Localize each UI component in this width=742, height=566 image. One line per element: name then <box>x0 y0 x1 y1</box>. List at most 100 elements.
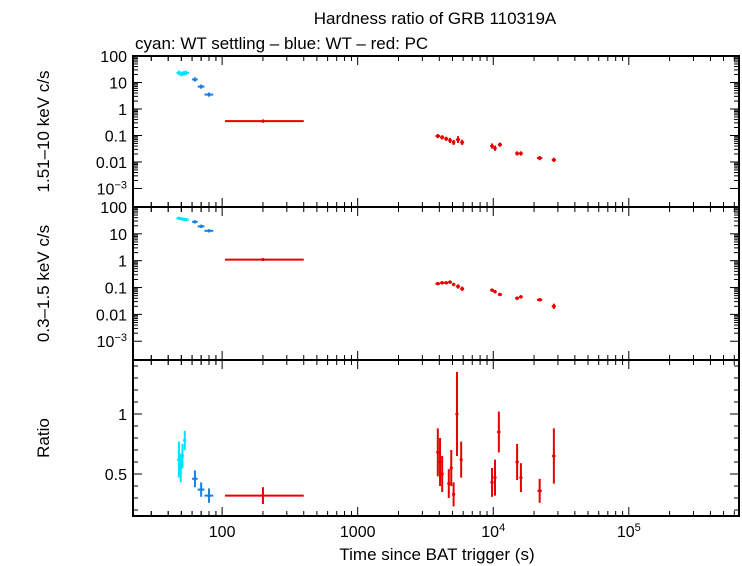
marker <box>538 489 542 493</box>
data-point-red <box>448 280 452 284</box>
marker <box>207 494 211 498</box>
marker <box>456 137 460 142</box>
data-point-red <box>493 145 497 151</box>
marker <box>552 304 556 308</box>
marker <box>207 92 211 97</box>
marker <box>490 144 494 148</box>
data-point-blue <box>192 220 198 224</box>
data-point-red <box>490 288 494 292</box>
marker <box>440 135 444 139</box>
y-tick-label: 0.5 <box>105 467 127 484</box>
data-point-red <box>536 298 543 302</box>
marker <box>199 224 203 228</box>
data-point-blue <box>204 229 214 233</box>
panel-ratio: 1 0.5 Ratio 100 1000 104 105 <box>34 359 740 541</box>
plot-frame <box>132 359 740 517</box>
data-point-red <box>536 156 543 161</box>
marker <box>177 458 181 462</box>
marker <box>440 472 444 476</box>
y-tick-label: 100 <box>100 200 127 217</box>
marker <box>498 292 502 297</box>
y-tick-label: 10 <box>109 227 127 244</box>
y-tick-label-exponent: −3 <box>114 332 127 344</box>
y-axis-label: 0.3–1.5 keV c/s <box>34 225 53 342</box>
marker <box>448 138 452 143</box>
marker <box>455 412 459 416</box>
data-point-red <box>515 151 520 156</box>
marker <box>490 288 494 292</box>
marker <box>519 151 523 156</box>
data-point-red <box>225 487 304 504</box>
data-point-red <box>438 438 442 486</box>
marker <box>199 488 203 492</box>
marker <box>261 257 265 262</box>
data-point-red <box>451 139 456 145</box>
marker <box>444 281 448 285</box>
marker <box>456 284 460 289</box>
marker <box>448 280 452 284</box>
marker <box>519 476 523 480</box>
data-point-blue <box>204 92 214 97</box>
marker <box>452 282 456 287</box>
data-point-red <box>515 444 519 480</box>
chart-title: Hardness ratio of GRB 110319A <box>314 9 557 28</box>
y-tick-label: 0.1 <box>105 128 127 145</box>
marker <box>519 295 523 299</box>
data-point-red <box>493 290 497 294</box>
data-point-blue <box>192 77 198 82</box>
data-point-red <box>452 482 456 507</box>
marker <box>497 430 501 434</box>
data-point-red <box>455 372 459 456</box>
marker <box>538 298 542 302</box>
data-point-blue <box>197 224 205 228</box>
y-tick-label: 10−3 <box>97 179 127 198</box>
marker <box>493 290 497 294</box>
marker <box>460 140 464 144</box>
chart-subtitle: cyan: WT settling – blue: WT – red: PC <box>135 34 428 53</box>
marker <box>498 143 502 147</box>
panel-hard: 100 10 1 0.1 0.01 10−3 1.51–10 keV c/s <box>34 49 740 208</box>
data-point-red <box>435 133 441 139</box>
data-point-blue <box>192 470 198 488</box>
marker <box>436 450 440 454</box>
data-point-blue <box>197 84 205 89</box>
marker <box>199 85 203 89</box>
data-point-red <box>444 136 449 141</box>
marker <box>440 281 444 285</box>
data-point-red <box>497 411 501 453</box>
marker <box>552 454 556 458</box>
y-tick-label: 100 <box>100 49 127 66</box>
data-point-red <box>225 119 304 123</box>
data-point-red <box>460 286 465 291</box>
y-tick-label: 1 <box>118 102 127 119</box>
y-tick-label: 1 <box>118 254 127 271</box>
data-point-red <box>519 295 523 299</box>
data-point-red <box>440 135 445 140</box>
marker <box>459 458 463 462</box>
marker <box>183 438 187 442</box>
data-point-red <box>435 281 441 286</box>
data-point-red <box>448 137 452 144</box>
marker <box>493 146 497 150</box>
data-point-red <box>493 459 497 496</box>
y-axis-label: Ratio <box>34 418 53 458</box>
marker <box>193 220 197 224</box>
marker <box>261 494 265 498</box>
marker <box>438 460 442 464</box>
data-point-red <box>447 469 451 498</box>
data-point-red <box>519 463 523 492</box>
marker <box>444 137 448 141</box>
y-axis-label: 1.51–10 keV c/s <box>34 71 53 193</box>
y-tick-label: 1 <box>118 407 127 424</box>
data-point-red <box>460 139 465 145</box>
data-point-cyan <box>183 217 190 222</box>
marker <box>447 482 451 486</box>
x-tick-label: 100 <box>209 524 236 541</box>
marker <box>515 296 519 300</box>
marker <box>207 229 211 233</box>
panel-soft: 100 10 1 0.1 0.01 10−3 0.3–1.5 keV c/s <box>34 200 740 361</box>
data-point-red <box>497 292 502 297</box>
data-point-red <box>537 478 542 503</box>
marker <box>452 492 456 496</box>
